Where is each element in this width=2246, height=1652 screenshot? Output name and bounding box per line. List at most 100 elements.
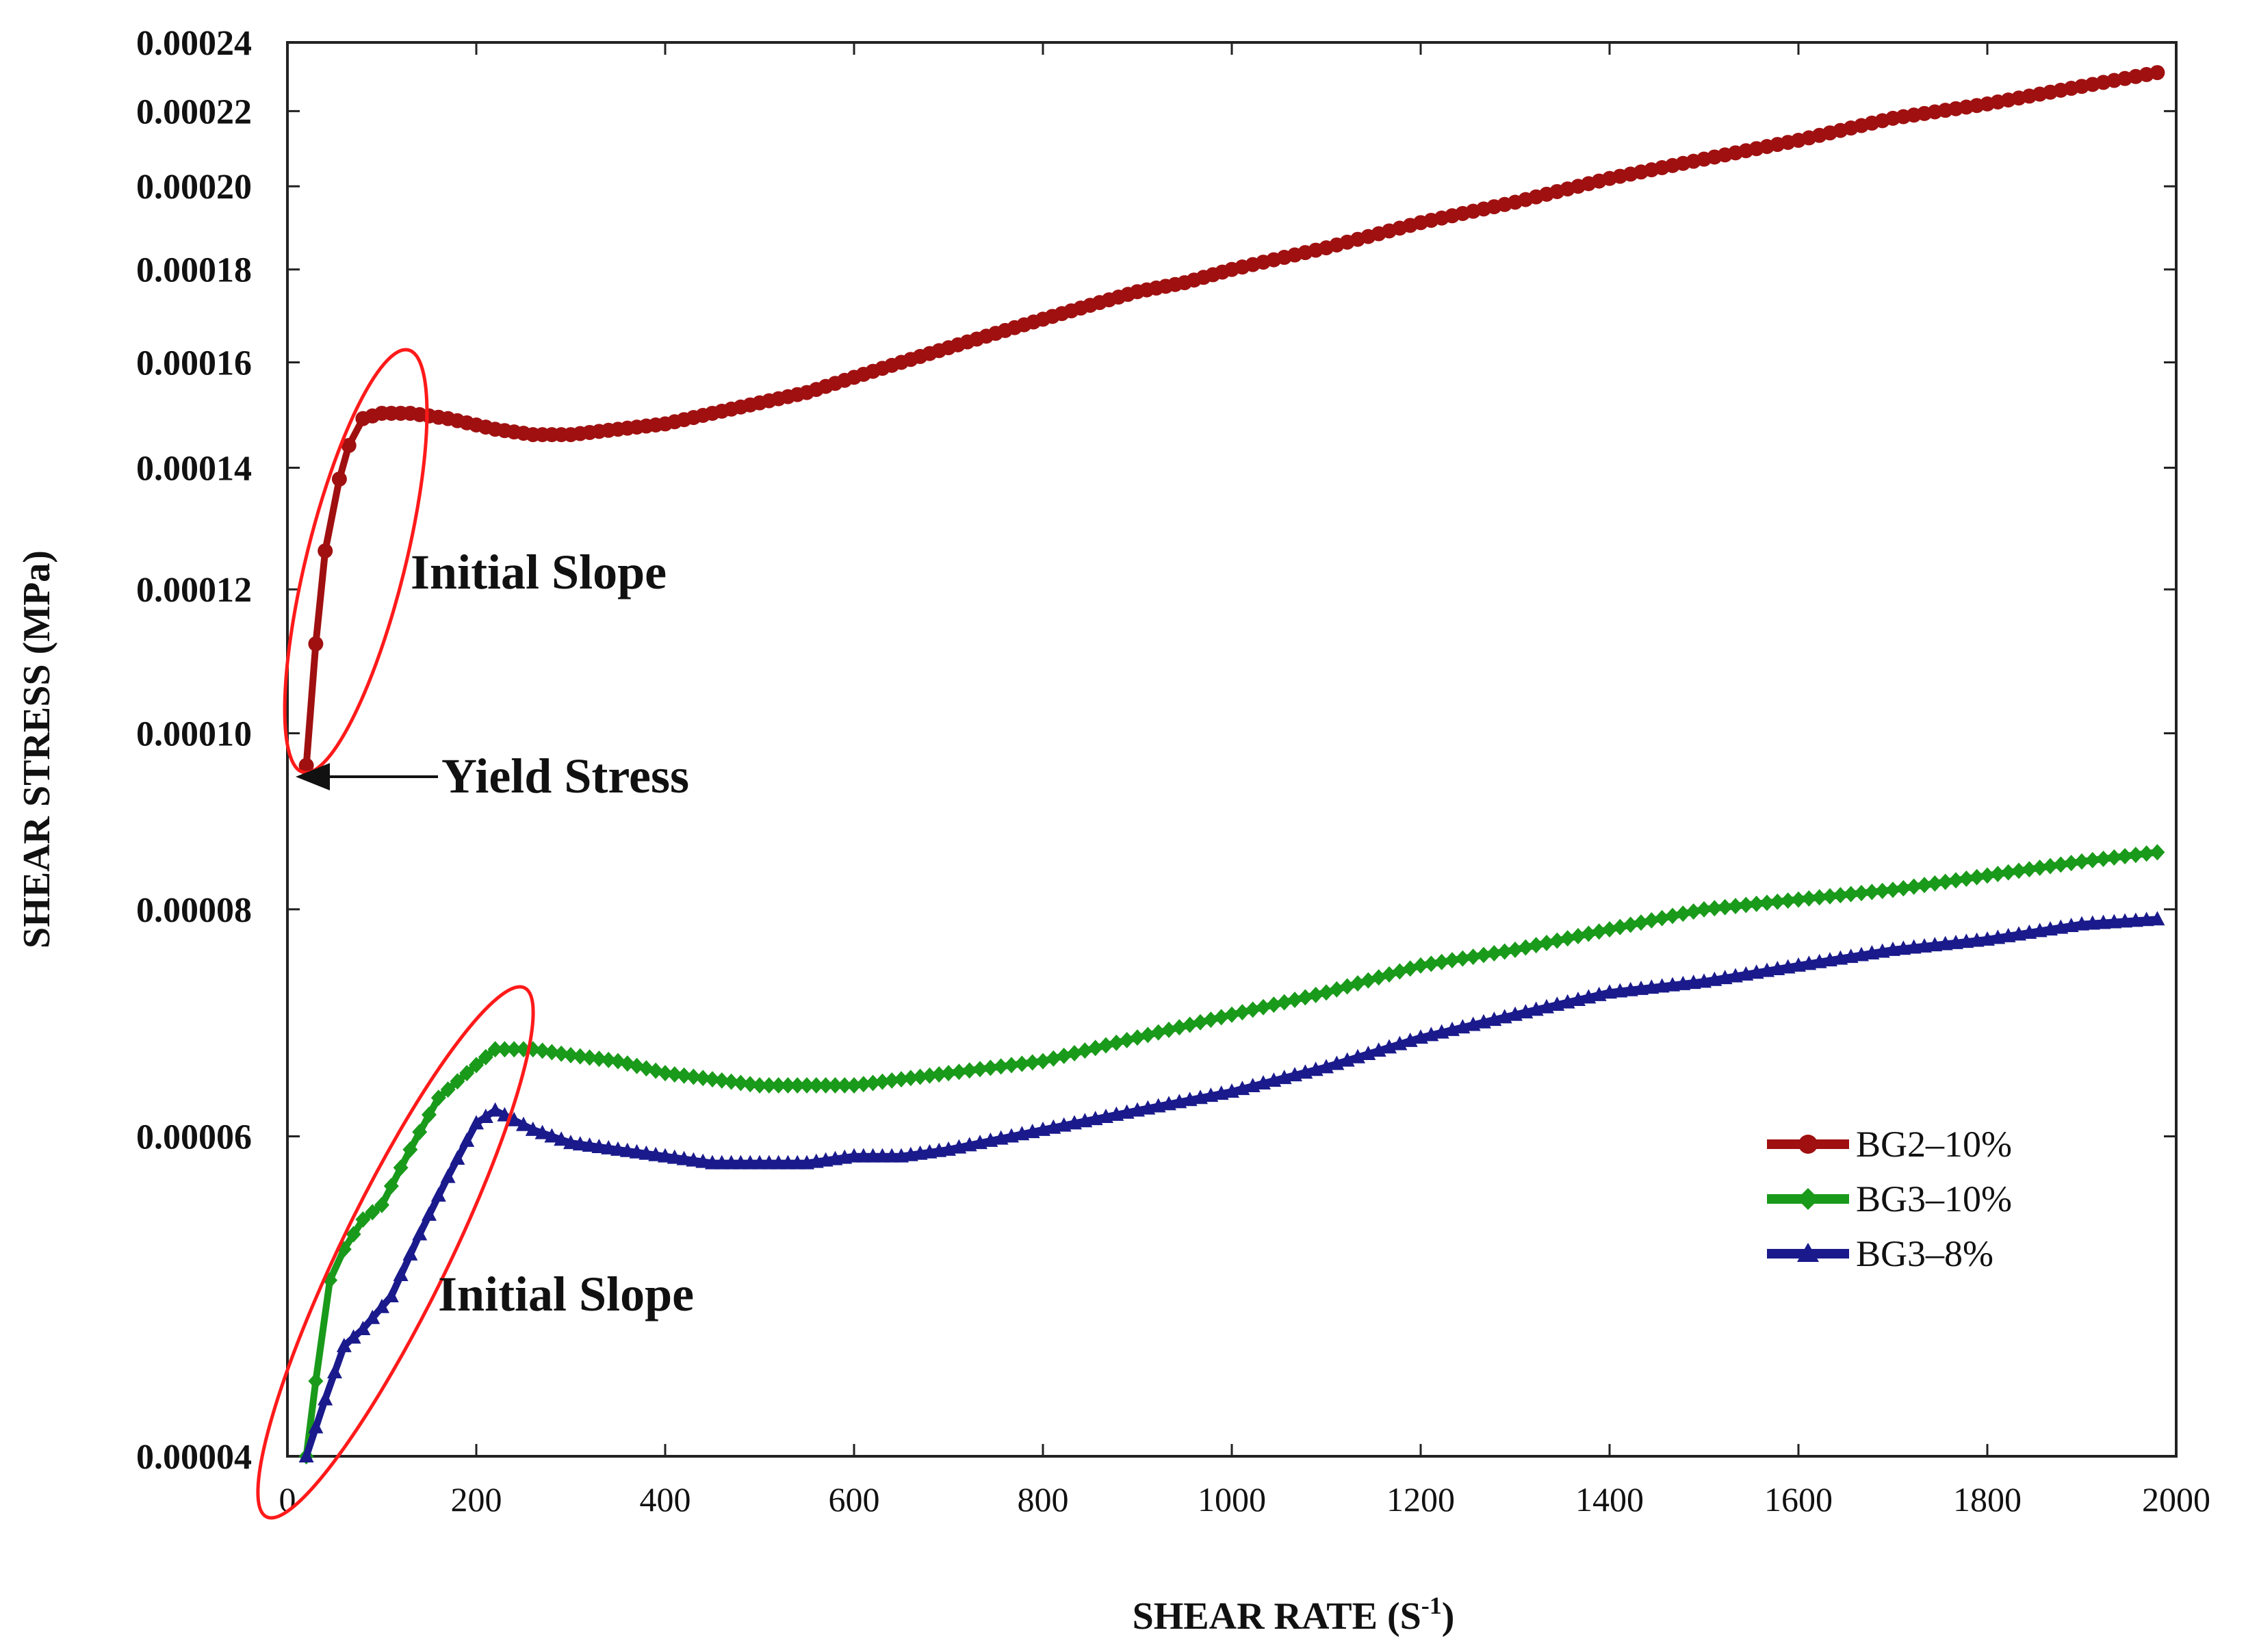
data-point <box>1602 984 1617 999</box>
data-point <box>554 1045 569 1062</box>
data-point <box>582 1049 597 1066</box>
y-tick-label: 0.00022 <box>136 92 252 131</box>
data-point <box>847 1148 862 1163</box>
y-tick-label: 0.00014 <box>136 449 252 488</box>
data-point <box>2043 920 2058 935</box>
legend-item-bg3-8: BG3–8% <box>1767 1233 1993 1274</box>
data-point <box>393 1267 409 1282</box>
data-point <box>563 1046 578 1063</box>
data-point <box>1634 980 1649 995</box>
data-point <box>516 1116 531 1131</box>
data-point <box>1980 867 1995 884</box>
data-point <box>1696 901 1712 918</box>
data-point <box>1822 888 1837 905</box>
data-point <box>1874 943 1890 958</box>
data-point <box>771 1077 786 1094</box>
data-point <box>1024 1054 1040 1071</box>
data-point <box>459 1065 475 1082</box>
data-point <box>743 1076 758 1093</box>
data-point <box>1004 1057 1019 1074</box>
legend-marker-bg2-10 <box>1798 1135 1818 1154</box>
data-point <box>1213 1009 1229 1026</box>
data-point <box>497 1041 513 1058</box>
data-point <box>1896 879 1911 896</box>
data-point <box>2074 853 2089 870</box>
data-point <box>1423 955 1439 972</box>
y-tick-label: 0.00004 <box>136 1438 252 1477</box>
data-point <box>591 1138 607 1153</box>
data-point <box>1927 937 1943 952</box>
series-line-bg2-10 <box>302 69 2158 766</box>
y-axis-ticks: 0.00004 0.00006 0.00008 0.00010 0.00012 0.000… <box>136 24 2176 1477</box>
data-point <box>2128 847 2143 864</box>
data-point <box>2117 848 2133 865</box>
data-point <box>1990 929 2006 944</box>
data-point <box>951 1063 967 1081</box>
data-point <box>1770 893 1785 910</box>
data-point <box>383 1287 399 1302</box>
data-point <box>1119 1031 1135 1048</box>
data-point <box>346 1329 361 1344</box>
data-point <box>2053 856 2069 873</box>
data-point <box>1360 972 1376 989</box>
data-point <box>2106 849 2122 866</box>
data-point <box>450 1073 465 1090</box>
data-point <box>1465 948 1481 966</box>
data-point <box>1612 918 1628 935</box>
data-point <box>440 1168 456 1183</box>
annotation-yield-stress: Yield Stress <box>441 749 689 803</box>
data-point <box>1140 1027 1156 1044</box>
data-point <box>733 1154 749 1170</box>
legend-item-bg2-10: BG2–10% <box>1767 1124 2012 1165</box>
x-axis-title: SHEAR RATE (S-1) <box>1133 1592 1455 1638</box>
data-point <box>2150 65 2165 81</box>
data-point <box>1959 870 1974 888</box>
data-point <box>941 1065 956 1082</box>
data-point <box>1717 970 1733 985</box>
y-tick-label: 0.00018 <box>136 251 252 290</box>
data-point <box>298 758 314 773</box>
data-point <box>1434 953 1449 970</box>
data-point <box>1371 969 1386 986</box>
x-tick-label: 200 <box>451 1480 502 1519</box>
data-point <box>1864 944 1880 959</box>
data-point <box>629 1144 645 1159</box>
data-point <box>2139 845 2154 862</box>
initial-slope-ellipse-bottom <box>256 985 535 1520</box>
data-point <box>1748 964 1764 979</box>
data-point <box>695 1153 711 1168</box>
data-point <box>1811 953 1827 968</box>
data-point <box>865 1074 881 1092</box>
data-point <box>487 1041 503 1058</box>
data-point <box>365 1309 380 1324</box>
data-point <box>331 472 347 487</box>
data-point <box>1896 940 1911 955</box>
data-point <box>884 1148 900 1163</box>
data-point <box>1350 975 1365 992</box>
data-point <box>1035 1053 1050 1070</box>
data-point <box>1528 937 1544 954</box>
data-point <box>1172 1019 1187 1036</box>
data-point <box>374 1298 389 1313</box>
data-point <box>1980 931 1995 946</box>
data-point <box>903 1070 918 1087</box>
data-point <box>983 1059 998 1076</box>
data-point <box>469 1057 484 1074</box>
data-point <box>808 1077 824 1094</box>
data-point <box>855 1076 871 1093</box>
data-point <box>1549 932 1565 949</box>
data-point <box>705 1071 720 1088</box>
data-point <box>2150 911 2165 926</box>
data-point <box>2000 864 2016 881</box>
data-point <box>771 1154 786 1170</box>
data-point <box>667 1066 682 1083</box>
data-point <box>308 1373 324 1390</box>
y-axis-title: SHEAR STRESS (MPa) <box>16 550 58 948</box>
x-tick-label: 400 <box>640 1480 691 1519</box>
data-point <box>298 1448 314 1462</box>
data-point <box>1623 916 1638 933</box>
data-point <box>544 1044 560 1061</box>
data-point <box>572 1048 588 1065</box>
data-point <box>1245 1001 1261 1018</box>
data-point <box>1014 1055 1030 1072</box>
